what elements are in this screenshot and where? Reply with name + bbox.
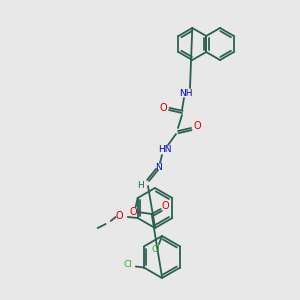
Text: O: O [162, 201, 169, 211]
Text: O: O [116, 211, 124, 221]
Text: O: O [159, 103, 167, 113]
Text: HN: HN [158, 146, 172, 154]
Text: Cl: Cl [152, 245, 160, 254]
Text: N: N [154, 163, 161, 172]
Text: NH: NH [179, 88, 193, 98]
Text: O: O [193, 121, 201, 131]
Text: H: H [136, 182, 143, 190]
Text: O: O [130, 207, 137, 217]
Text: Cl: Cl [123, 260, 132, 269]
